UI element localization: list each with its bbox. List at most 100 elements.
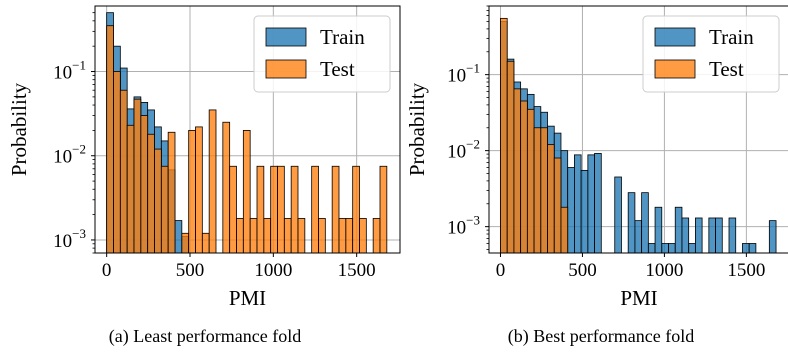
bar-test [379,165,388,253]
bar-train [748,243,757,253]
bar-train [681,217,690,253]
y-tick-label: 10−2 [53,142,86,168]
bar-test [195,126,203,253]
bar-test [188,129,196,253]
x-tick-label: 1500 [338,260,376,281]
legend-swatch-train [265,27,307,47]
bar-test [181,232,190,253]
bar-test [345,218,354,253]
bar-train [594,152,602,253]
bar-test [126,124,135,253]
bar-test [249,218,258,253]
bar-test [290,165,299,253]
x-tick-label: 0 [496,260,506,281]
bar-test [222,121,231,253]
bar-test [201,232,210,253]
bar-test [526,108,535,253]
bar-train [715,217,723,253]
bar-test [352,165,360,253]
bar-train [768,220,777,253]
bar-train [674,206,683,253]
bar-test [160,165,169,253]
bar-test [500,17,508,253]
bar-test [372,218,381,253]
legend-swatch-train [654,27,696,47]
bar-test [513,88,522,253]
x-tick-label: 0 [102,260,112,281]
bar-train [641,192,649,253]
bars [106,12,388,253]
bar-test [147,133,155,253]
y-tick-label: 10−1 [53,58,86,84]
legend: Train Test [253,15,391,93]
bar-test [297,218,306,253]
bar-test [533,127,542,253]
bar-test [242,129,251,253]
bar-train [728,217,737,253]
y-tick-label: 10−1 [447,61,480,87]
bar-train [627,192,636,253]
legend-label-test: Test [709,57,744,81]
legend-label-train: Train [320,25,365,49]
bar-test [256,165,265,253]
bar-test [506,60,515,253]
bars [500,17,777,253]
bar-test [331,165,340,253]
bar-test [229,165,237,253]
bar-test [263,218,272,253]
legend-label-train: Train [709,25,754,49]
x-tick-label: 1000 [254,260,292,281]
bar-test [270,165,278,253]
bar-test [283,218,292,253]
bar-test [133,98,142,253]
bar-train [587,154,595,253]
bar-test [113,71,121,253]
bar-test [520,100,528,253]
bar-test [208,109,217,253]
bar-test [359,218,367,253]
bar-test [318,218,326,253]
bar-train [694,217,703,253]
bar-test [311,165,319,253]
bar-test [338,218,347,253]
y-axis-label: Probability [7,82,31,176]
x-tick-label: 500 [568,260,597,281]
y-tick-label: 10−2 [447,137,480,163]
x-tick-label: 1500 [727,260,765,281]
bar-test [277,165,285,253]
bar-train [574,154,582,253]
bar-train [654,206,663,253]
y-tick-label: 10−3 [53,226,86,252]
bar-train [174,220,183,253]
axes-frame [488,5,788,254]
bar-test [547,144,555,253]
bar-test [560,206,569,253]
legend: Train Test [642,15,780,93]
panel-best-performance: 0 500 1000 1500 10−3 10−2 10−1 PMI Probability Tr… [405,5,788,347]
legend-label-test: Test [320,57,355,81]
bar-test [154,148,162,253]
x-tick-label: 500 [176,260,205,281]
panel-caption: (a) Least performance fold [109,326,301,347]
bar-test [119,89,128,253]
bar-test [140,115,149,253]
y-axis-label: Probability [405,82,429,176]
bar-train [634,220,643,253]
bar-test [167,131,176,253]
legend-swatch-test [265,59,307,79]
bar-train [567,167,575,253]
bar-test [540,127,548,253]
panel-least-performance: 0 500 1000 1500 10−3 10−2 10−1 PMI Probability Tr… [7,5,401,347]
x-axis-label: PMI [620,286,657,310]
axes-frame [94,5,401,254]
x-axis-label: PMI [229,286,266,310]
y-tick-label: 10−3 [447,213,480,239]
bar-train [708,217,716,253]
bar-train [580,169,589,253]
bar-test [106,25,114,253]
panel-caption: (b) Best performance fold [508,326,694,347]
legend-swatch-test [654,59,696,79]
x-tick-label: 1000 [645,260,683,281]
bar-test [553,157,562,253]
